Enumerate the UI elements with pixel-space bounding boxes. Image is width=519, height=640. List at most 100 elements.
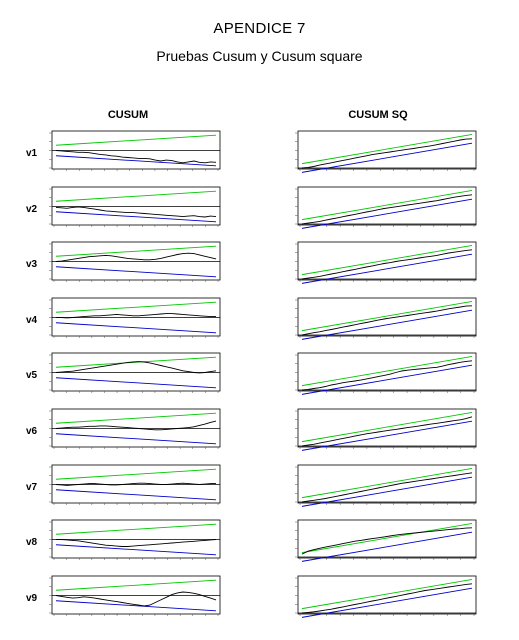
cusum-chart-v4 bbox=[49, 297, 221, 338]
plot-frame bbox=[51, 408, 221, 448]
row-label-v1: v1 bbox=[26, 148, 38, 159]
lower-band-line bbox=[55, 266, 217, 278]
cusum-sq-chart-v1 bbox=[295, 130, 477, 173]
row-label-v3: v3 bbox=[26, 259, 38, 271]
plot-frame bbox=[51, 519, 221, 559]
cusum-chart-v8 bbox=[49, 519, 221, 561]
cusum-sq-chart-v4 bbox=[295, 297, 477, 340]
plot-frame bbox=[297, 241, 477, 281]
plot-frame bbox=[51, 186, 221, 225]
plot-frame bbox=[297, 464, 477, 503]
page-subtitle: Pruebas Cusum y Cusum square bbox=[156, 48, 363, 64]
lower-band-line bbox=[301, 365, 473, 396]
series-line bbox=[55, 150, 217, 164]
upper-band-line bbox=[301, 300, 473, 331]
cusum-chart-v9 bbox=[49, 575, 221, 616]
upper-band-line bbox=[55, 523, 217, 535]
upper-band-line bbox=[301, 245, 473, 276]
series-line bbox=[55, 482, 216, 486]
series-line bbox=[301, 249, 473, 280]
lower-band-line bbox=[55, 155, 217, 167]
series-line bbox=[301, 305, 473, 336]
series-line bbox=[301, 583, 473, 614]
cusum-chart-v1 bbox=[49, 130, 221, 171]
lower-band-line bbox=[55, 210, 217, 222]
plot-frame bbox=[297, 352, 477, 392]
upper-band-line bbox=[55, 245, 217, 257]
plot-frame bbox=[51, 297, 221, 337]
lower-band-line bbox=[55, 544, 217, 556]
cusum-sq-chart-v5 bbox=[295, 352, 477, 396]
lower-band-line bbox=[301, 531, 473, 563]
upper-band-line bbox=[301, 467, 473, 498]
plot-frame bbox=[297, 408, 477, 448]
series-line bbox=[56, 539, 217, 548]
series-line bbox=[55, 252, 217, 263]
upper-band-line bbox=[55, 134, 217, 146]
upper-band-line bbox=[301, 189, 473, 220]
upper-band-line bbox=[55, 301, 217, 313]
row-label-v8: v8 bbox=[26, 537, 38, 549]
cusum-chart-v6 bbox=[49, 408, 221, 449]
lower-band-line bbox=[301, 253, 473, 285]
lower-band-line bbox=[301, 476, 473, 507]
row-label-v5: v5 bbox=[26, 370, 38, 382]
series-line bbox=[301, 527, 473, 555]
lower-band-line bbox=[301, 420, 473, 451]
series-line bbox=[55, 591, 217, 607]
series-line bbox=[55, 206, 217, 218]
upper-band-line bbox=[301, 356, 473, 387]
plot-frame bbox=[51, 130, 221, 170]
upper-band-line bbox=[55, 468, 217, 480]
plot-frame bbox=[297, 186, 477, 225]
plot-frame bbox=[51, 241, 221, 281]
cusum-chart-v5 bbox=[49, 352, 221, 394]
series-line bbox=[301, 471, 473, 503]
cusum-sq-chart-v7 bbox=[295, 464, 477, 507]
cusum-sq-chart-v8 bbox=[295, 519, 477, 563]
series-line bbox=[301, 360, 473, 391]
row-label-v4: v4 bbox=[26, 314, 38, 326]
row-label-v2: v2 bbox=[26, 203, 38, 215]
cusum-sq-chart-v6 bbox=[295, 408, 477, 451]
upper-band-line bbox=[301, 523, 473, 554]
plot-frame bbox=[51, 352, 221, 392]
plot-frame bbox=[297, 297, 477, 337]
lower-band-line bbox=[55, 488, 217, 500]
plot-frame bbox=[297, 130, 477, 170]
cusum-sq-column-header: CUSUM SQ bbox=[348, 109, 408, 121]
series-line bbox=[56, 312, 216, 319]
upper-band-line bbox=[301, 134, 473, 165]
series-line bbox=[301, 416, 473, 447]
cusum-sq-chart-v9 bbox=[295, 575, 477, 618]
row-label-v7: v7 bbox=[26, 481, 38, 493]
upper-band-line bbox=[301, 412, 473, 443]
page-title: APENDICE 7 bbox=[213, 20, 306, 37]
series-line bbox=[55, 361, 217, 374]
lower-band-line bbox=[55, 377, 217, 389]
row-label-v6: v6 bbox=[26, 426, 38, 437]
lower-band-line bbox=[301, 309, 473, 340]
lower-band-line bbox=[301, 198, 473, 229]
cusum-sq-chart-v3 bbox=[295, 241, 477, 285]
plot-frame bbox=[297, 519, 477, 559]
row-label-v9: v9 bbox=[26, 592, 38, 604]
lower-band-line bbox=[55, 433, 217, 445]
cusum-sq-chart-v2 bbox=[295, 186, 477, 229]
series-line bbox=[55, 420, 217, 431]
plot-frame bbox=[51, 575, 221, 615]
cusum-chart-v2 bbox=[49, 186, 221, 227]
upper-band-line bbox=[55, 579, 217, 591]
upper-band-line bbox=[55, 190, 217, 202]
plot-frame bbox=[297, 575, 477, 615]
upper-band-line bbox=[55, 412, 217, 424]
lower-band-line bbox=[55, 600, 217, 612]
lower-band-line bbox=[301, 587, 473, 618]
cusum-chart-v3 bbox=[49, 241, 221, 283]
series-line bbox=[301, 193, 473, 225]
lower-band-line bbox=[301, 142, 473, 173]
upper-band-line bbox=[301, 578, 473, 609]
series-line bbox=[301, 138, 473, 169]
cusum-chart-v7 bbox=[49, 464, 221, 505]
cusum-column-header: CUSUM bbox=[107, 109, 149, 121]
